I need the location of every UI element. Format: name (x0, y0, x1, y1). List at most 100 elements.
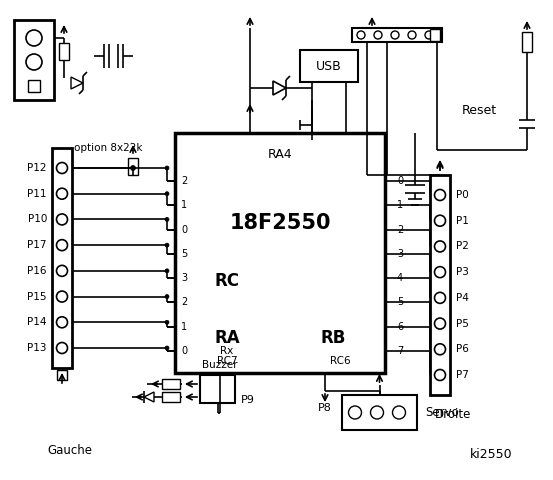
Text: 0: 0 (181, 346, 187, 356)
Text: P17: P17 (28, 240, 47, 250)
Text: Gauche: Gauche (48, 444, 92, 456)
Circle shape (435, 318, 446, 329)
Text: P14: P14 (28, 317, 47, 327)
Bar (300, 50, 358, 82)
Circle shape (435, 370, 446, 381)
Bar (200, 375, 235, 403)
Text: option 8x22k: option 8x22k (74, 143, 142, 153)
Text: P0: P0 (456, 190, 469, 200)
Circle shape (56, 214, 67, 225)
Text: ki2550: ki2550 (470, 448, 513, 461)
Text: 1: 1 (181, 200, 187, 210)
Text: 2: 2 (181, 176, 187, 186)
Text: Buzzer: Buzzer (202, 360, 238, 370)
Text: 18F2550: 18F2550 (229, 213, 331, 233)
Text: P6: P6 (456, 344, 469, 354)
Circle shape (391, 31, 399, 39)
Circle shape (56, 240, 67, 251)
Text: 0: 0 (397, 176, 403, 186)
Circle shape (26, 54, 42, 70)
Circle shape (348, 406, 362, 419)
Bar (28, 80, 40, 92)
Text: 6: 6 (397, 322, 403, 332)
Circle shape (56, 163, 67, 173)
Bar (128, 158, 138, 175)
Text: 5: 5 (397, 298, 403, 307)
Text: 1: 1 (181, 322, 187, 332)
Circle shape (165, 295, 169, 299)
Circle shape (56, 265, 67, 276)
Circle shape (56, 291, 67, 302)
Bar (175, 133, 385, 373)
Circle shape (165, 320, 169, 324)
Bar (342, 395, 417, 430)
Circle shape (165, 217, 169, 221)
Circle shape (435, 215, 446, 226)
Text: P1: P1 (456, 216, 469, 226)
Circle shape (26, 30, 42, 46)
Text: 2: 2 (397, 225, 403, 235)
Text: P10: P10 (28, 215, 47, 225)
Circle shape (357, 31, 365, 39)
Text: RC7: RC7 (217, 356, 237, 366)
Text: Servo: Servo (425, 406, 459, 419)
Text: Droite: Droite (435, 408, 471, 421)
Circle shape (56, 317, 67, 328)
Text: P11: P11 (28, 189, 47, 199)
Circle shape (165, 166, 169, 170)
Circle shape (435, 344, 446, 355)
Circle shape (56, 343, 67, 353)
Circle shape (371, 406, 383, 419)
Circle shape (374, 31, 382, 39)
Circle shape (393, 406, 405, 419)
Bar (162, 392, 180, 402)
Text: P12: P12 (28, 163, 47, 173)
Text: Rx: Rx (221, 346, 233, 356)
Text: P15: P15 (28, 291, 47, 301)
Circle shape (165, 243, 169, 247)
Circle shape (165, 192, 169, 196)
Bar (59, 43, 69, 60)
Text: RC6: RC6 (330, 356, 350, 366)
Text: RA4: RA4 (268, 148, 293, 161)
Text: P2: P2 (456, 241, 469, 252)
Bar (522, 32, 532, 52)
Circle shape (435, 267, 446, 277)
Text: P13: P13 (28, 343, 47, 353)
Text: P4: P4 (456, 293, 469, 303)
Text: RC: RC (215, 272, 239, 290)
Bar (352, 28, 442, 42)
Text: Reset: Reset (462, 104, 497, 117)
Text: P9: P9 (241, 395, 255, 405)
Text: 3: 3 (181, 273, 187, 283)
Text: 3: 3 (397, 249, 403, 259)
Text: USB: USB (316, 60, 342, 72)
Text: 1: 1 (397, 200, 403, 210)
Bar (430, 29, 440, 41)
Bar (57, 370, 67, 380)
Text: RA: RA (214, 329, 240, 347)
Text: 5: 5 (181, 249, 187, 259)
Text: P8: P8 (318, 403, 332, 413)
Bar (14, 20, 54, 100)
Bar (52, 148, 72, 368)
Text: 0: 0 (181, 225, 187, 235)
Text: P5: P5 (456, 319, 469, 329)
Text: P7: P7 (456, 370, 469, 380)
Circle shape (435, 292, 446, 303)
Circle shape (408, 31, 416, 39)
Text: 4: 4 (397, 273, 403, 283)
Bar (430, 175, 450, 395)
Circle shape (165, 269, 169, 273)
Circle shape (56, 188, 67, 199)
Circle shape (435, 241, 446, 252)
Text: RB: RB (320, 329, 346, 347)
Text: P3: P3 (456, 267, 469, 277)
Text: 7: 7 (397, 346, 403, 356)
Bar (162, 379, 180, 389)
Text: P16: P16 (28, 266, 47, 276)
Circle shape (425, 31, 433, 39)
Circle shape (131, 166, 135, 170)
Circle shape (165, 346, 169, 350)
Circle shape (435, 190, 446, 201)
